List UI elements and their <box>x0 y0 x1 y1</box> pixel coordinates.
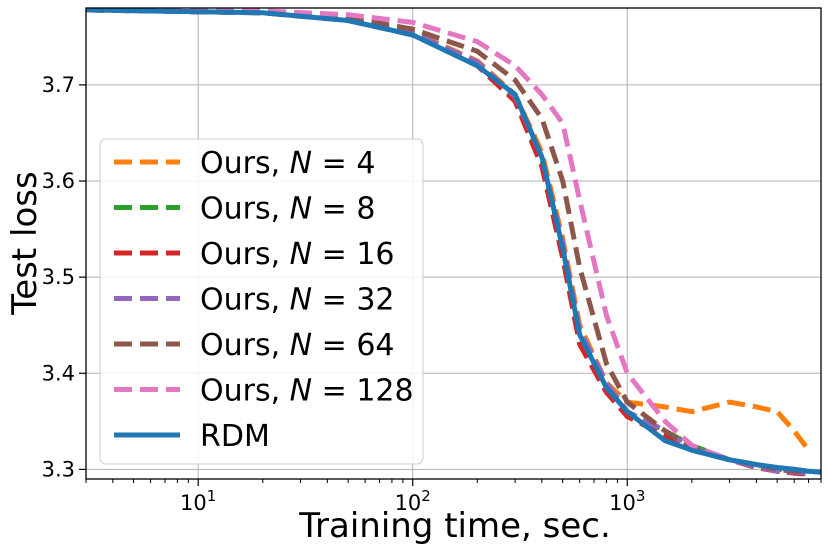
legend-entry-label: Ours, N = 128 <box>200 374 414 409</box>
y-axis-label: Test loss <box>5 171 45 315</box>
legend-box <box>99 138 424 465</box>
legend-entry-label: Ours, N = 64 <box>200 328 395 363</box>
y-tick-label: 3.7 <box>42 73 75 97</box>
legend-entry-label: Ours, N = 16 <box>200 237 395 272</box>
x-axis-ticks: 101 102 103 <box>85 479 822 515</box>
legend-entry-label: Ours, N = 32 <box>200 283 395 318</box>
y-tick-label: 3.6 <box>42 169 75 193</box>
legend-entry-label: RDM <box>200 419 270 454</box>
x-axis-label: Training time, sec. <box>298 506 611 546</box>
legend-entry-label: Ours, N = 4 <box>200 146 375 181</box>
series-layer <box>86 8 821 477</box>
x-tick-label: 102 <box>395 487 431 515</box>
legend: Ours, N = 4 Ours, N = 8 Ours, N = 16 Ours, … <box>99 138 424 465</box>
y-axis-ticks: 3.3 3.4 3.5 3.6 3.7 <box>42 73 86 481</box>
x-tick-label: 101 <box>180 487 216 515</box>
y-tick-label: 3.4 <box>42 361 75 385</box>
legend-entry-label: Ours, N = 8 <box>200 192 375 227</box>
y-tick-label: 3.5 <box>42 265 75 289</box>
y-tick-label: 3.3 <box>42 457 75 481</box>
x-tick-label: 103 <box>609 487 645 515</box>
plot-frame <box>85 7 822 480</box>
series-line-rdm <box>86 8 821 475</box>
